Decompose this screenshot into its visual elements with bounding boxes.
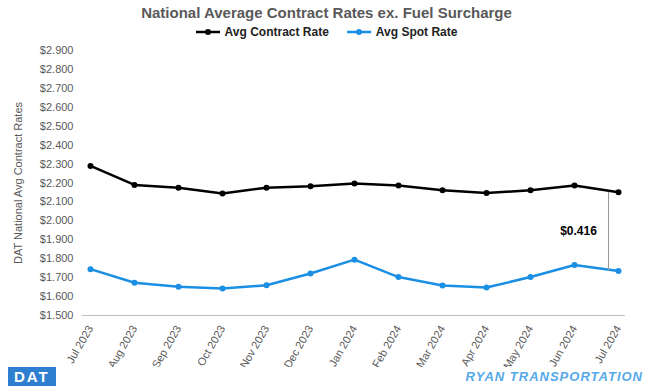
svg-text:Oct 2023: Oct 2023 (195, 323, 228, 367)
svg-text:Aug 2023: Aug 2023 (105, 323, 139, 367)
svg-text:$2.600: $2.600 (40, 101, 74, 113)
svg-text:$1.600: $1.600 (40, 290, 74, 302)
svg-text:$2.700: $2.700 (40, 82, 74, 94)
svg-text:Jul 2023: Jul 2023 (64, 323, 95, 365)
svg-text:$2.800: $2.800 (40, 63, 74, 75)
svg-text:$2.100: $2.100 (40, 195, 74, 207)
svg-text:$1.900: $1.900 (40, 233, 74, 245)
html-text:Avg Spot Rate: Avg Spot Rate (375, 25, 458, 39)
svg-text:Feb 2024: Feb 2024 (370, 323, 404, 367)
svg-text:Dec 2023: Dec 2023 (281, 323, 315, 367)
svg-text:Sep 2023: Sep 2023 (149, 323, 183, 367)
svg-text:$2.500: $2.500 (40, 120, 74, 132)
svg-text:$1.800: $1.800 (40, 252, 74, 264)
svg-text:$0.416: $0.416 (560, 224, 597, 238)
svg-text:DAT National Avg Contract Rate: DAT National Avg Contract Rates (12, 101, 24, 264)
svg-text:$1.700: $1.700 (40, 271, 74, 283)
svg-text:$2.400: $2.400 (40, 139, 74, 151)
svg-text:Apr 2024: Apr 2024 (459, 323, 492, 367)
html-text:DAT: DAT (14, 368, 50, 385)
svg-text:Jan 2024: Jan 2024 (326, 323, 359, 367)
svg-text:$2.900: $2.900 (40, 44, 74, 56)
svg-text:Mar 2024: Mar 2024 (414, 323, 448, 367)
svg-text:$1.500: $1.500 (40, 309, 74, 321)
svg-text:$2.200: $2.200 (40, 177, 74, 189)
svg-text:$2.000: $2.000 (40, 214, 74, 226)
html-text:National Average Contract Rate: National Average Contract Rates ex. Fuel… (141, 4, 512, 21)
html-text:Avg Contract Rate: Avg Contract Rate (224, 25, 329, 39)
svg-text:May 2024: May 2024 (501, 323, 536, 367)
svg-text:Nov 2023: Nov 2023 (237, 323, 271, 367)
html-text:RYAN TRANSPORTATION: RYAN TRANSPORTATION (465, 369, 643, 384)
svg-text:Jul 2024: Jul 2024 (592, 323, 623, 365)
svg-text:$2.300: $2.300 (40, 158, 74, 170)
svg-text:Jun 2024: Jun 2024 (546, 323, 579, 367)
